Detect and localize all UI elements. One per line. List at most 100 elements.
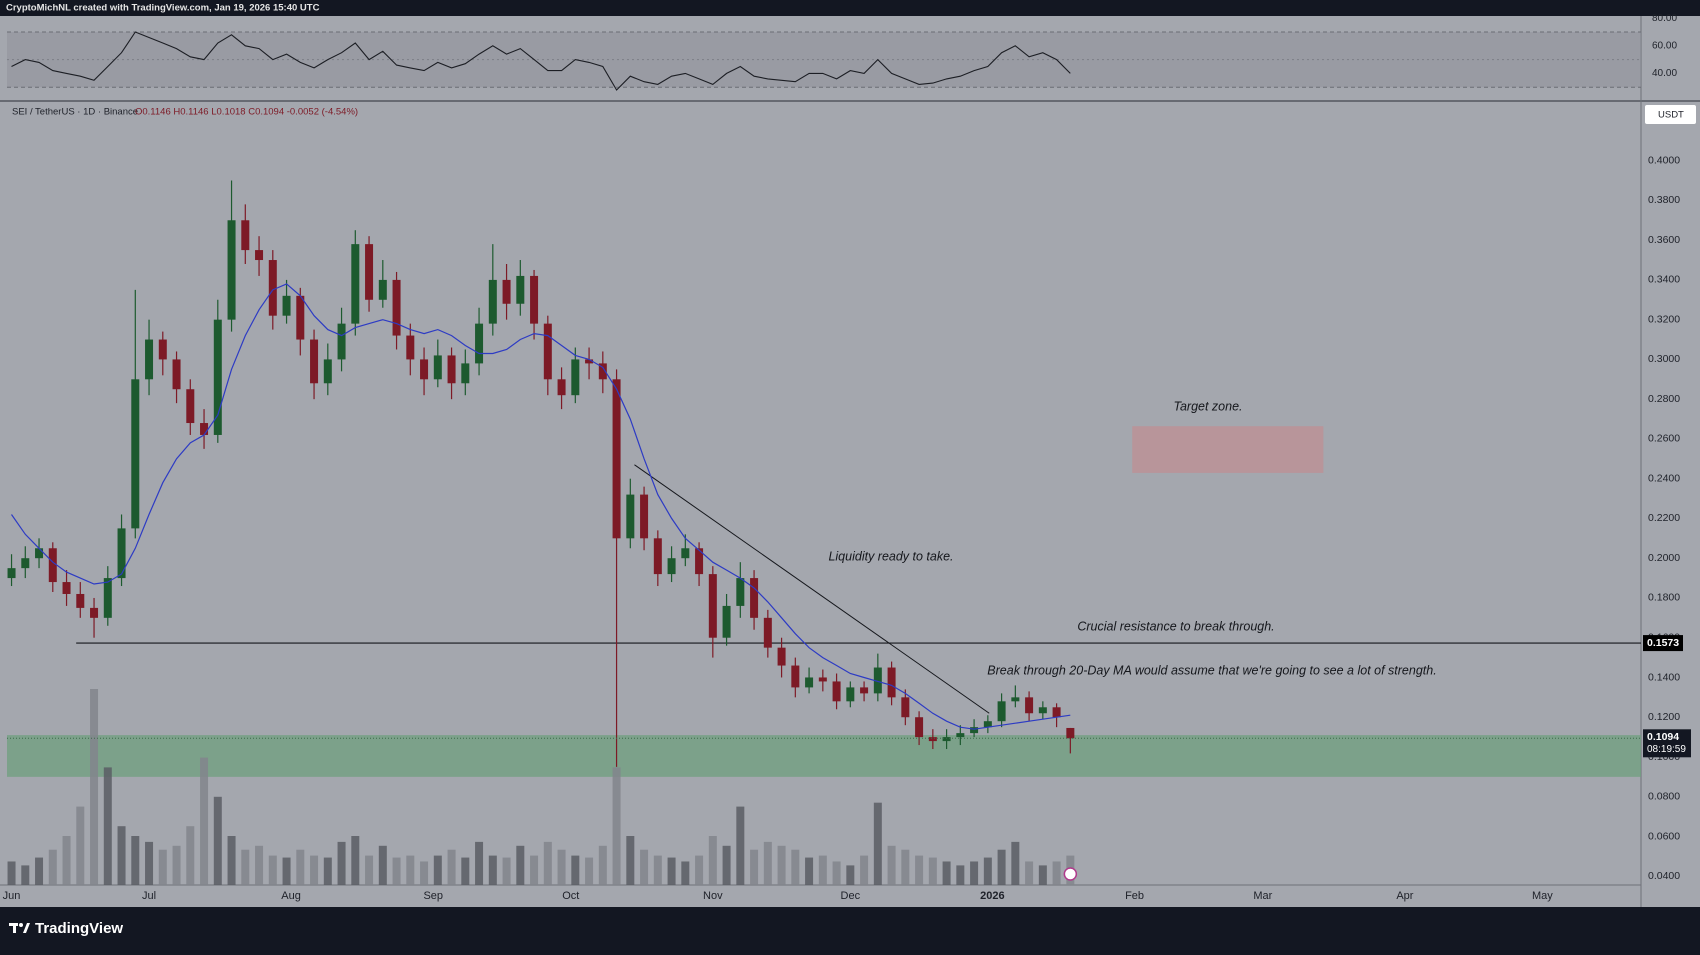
candle-body [736,578,745,606]
candle-body [626,494,635,539]
alert-icon [1063,867,1078,881]
volume-bar [1052,861,1061,885]
x-tick-label: 2026 [980,890,1004,902]
volume-bar [62,836,71,885]
x-tick-label: Jul [142,890,156,902]
rsi-tick-label: 40.00 [1652,68,1677,79]
candle-body [832,681,841,702]
volume-bar [145,841,154,885]
candle-body [337,323,346,360]
target-zone [1132,426,1324,473]
volume-bar [928,857,937,885]
tv-logo [9,923,30,933]
volume-bar [557,849,566,885]
volume-bar [131,836,140,885]
candle-body [62,582,71,594]
candle-body [873,667,882,694]
candle-body [777,647,786,666]
volume-bar [722,845,731,885]
annotation: Crucial resistance to break through. [1077,619,1274,633]
volume-bar [901,849,910,885]
candle-body [956,733,965,738]
candle-body [296,295,305,340]
volume-bar [103,767,112,885]
candle-body [227,220,236,320]
volume-bar [200,757,209,885]
volume-bar [310,855,319,885]
y-tick-label: 0.2800 [1648,393,1680,405]
trendline [634,464,990,714]
volume-bar [392,857,401,885]
volume-bar [887,845,896,885]
volume-bar [48,849,57,885]
y-tick-label: 0.1200 [1648,711,1680,723]
volume-bar [846,865,855,885]
x-tick-label: Jun [3,890,21,902]
volume-bar [915,855,924,885]
support-zone [7,735,1641,777]
y-tick-label: 0.3200 [1648,313,1680,325]
rsi-tick-label: 60.00 [1652,40,1677,51]
volume-bar [378,845,387,885]
candle-body [392,279,401,336]
volume-bar [956,865,965,885]
footer-bar [0,907,1700,950]
volume-bar [323,857,332,885]
candle-body [48,548,57,583]
candle-body [695,548,704,575]
volume-bar [530,855,539,885]
candle-body [145,339,154,380]
y-tick-label: 0.3600 [1648,234,1680,246]
candle-body [846,687,855,702]
header-text: CryptoMichNL created with TradingView.co… [6,3,320,14]
candle-body [915,717,924,738]
volume-bar [337,841,346,885]
volume-bar [227,836,236,885]
volume-bar [681,861,690,885]
candle-body [268,260,277,316]
volume-bar [805,857,814,885]
candle-body [805,677,814,688]
y-tick-label: 0.3000 [1648,353,1680,365]
volume-bar [777,845,786,885]
candle-body [791,665,800,688]
candle-body [722,605,731,638]
candle-body [571,359,580,396]
candle-body [653,538,662,575]
y-tick-label: 0.3800 [1648,194,1680,206]
volume-bar [818,855,827,885]
candle-body [351,244,360,324]
volume-bar [585,857,594,885]
volume-bar [186,826,195,885]
volume-bar [516,845,525,885]
main-pane [7,180,1641,885]
volume-bar [736,806,745,885]
volume-bar [1038,865,1047,885]
y-tick-label: 0.2000 [1648,552,1680,564]
volume-bar [860,855,869,885]
volume-bar [7,861,16,885]
candle-body [970,727,979,734]
x-tick-label: Nov [703,890,723,902]
rsi-line [11,31,1071,91]
volume-bar [158,849,167,885]
volume-bar [1025,861,1034,885]
volume-bar [667,857,676,885]
x-tick-label: Mar [1253,890,1272,902]
volume-bar [543,841,552,885]
candle-body [983,721,992,728]
candle-body [667,558,676,575]
candle-body [7,568,16,579]
x-tick-label: May [1532,890,1553,902]
candle-body [997,701,1006,722]
candle-body [887,667,896,698]
candle-body [241,220,250,251]
x-tick-label: Apr [1396,890,1413,902]
volume-bar [447,849,456,885]
candle-body [323,359,332,384]
candle-body [530,275,539,324]
volume-bar [420,861,429,885]
candle-body [640,494,649,539]
volume-bar [873,802,882,885]
resistance-label: 0.1573 [1647,637,1679,649]
